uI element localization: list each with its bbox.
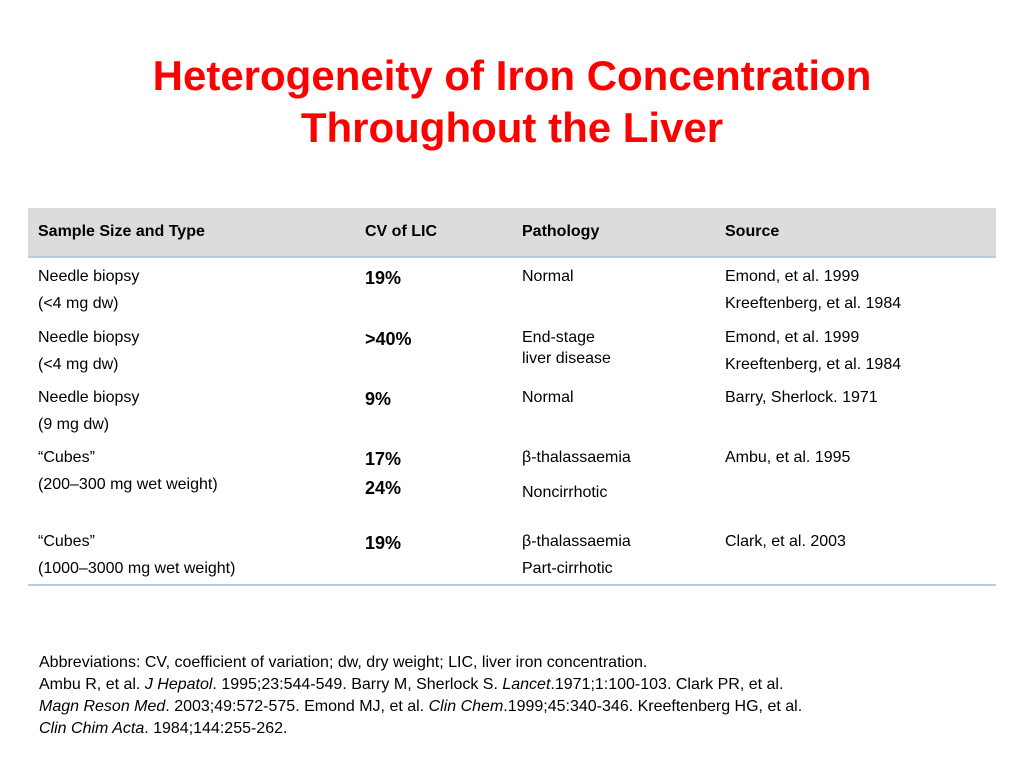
pathology-value: β-thalassaemia [522,449,631,466]
sample-size: (<4 mg dw) [38,356,119,373]
cv-cell: 19% [355,257,512,321]
source-value: Emond, et al. 1999 [725,329,860,346]
sample-size: (9 mg dw) [38,416,110,433]
source-cell: Clark, et al. 2003 [715,528,996,586]
sample-cell: Needle biopsy (<4 mg dw) [28,321,355,384]
pathology-value: Noncirrhotic [522,484,608,501]
cv-cell: 9% [355,384,512,444]
references: Ambu R, et al. J Hepatol. 1995;23:544-54… [39,674,999,740]
table-row: “Cubes” (1000–3000 mg wet weight) 19% β-… [28,528,996,586]
ref-text: . 1984;144:255-262. [144,720,288,737]
sample-type: “Cubes” [38,533,95,550]
source-value: Clark, et al. 2003 [725,533,846,550]
pathology-value: β-thalassaemia [522,533,631,550]
sample-cell: Needle biopsy (9 mg dw) [28,384,355,444]
pathology-value: Normal [522,389,574,406]
abbreviations-note: Abbreviations: CV, coefficient of variat… [39,654,648,671]
spacer [522,471,705,479]
ref-text: .1971;1:100-103. Clark PR, et al. [550,676,784,693]
table-row: “Cubes” (200–300 mg wet weight) 17% 24% … [28,444,996,528]
pathology-cell: Normal [512,384,715,444]
sample-cell: “Cubes” (200–300 mg wet weight) [28,444,355,528]
table-row: Needle biopsy (<4 mg dw) >40% End-stage … [28,321,996,384]
header-cv: CV of LIC [355,208,512,258]
ref-text: Ambu R, et al. [39,676,145,693]
sample-size: (<4 mg dw) [38,295,119,312]
source-value: Emond, et al. 1999 [725,268,860,285]
cv-value: >40% [365,329,412,349]
ref-text: . 2003;49:572-575. Emond MJ, et al. [165,698,429,715]
sample-size: (1000–3000 mg wet weight) [38,560,236,577]
table-row: Needle biopsy (<4 mg dw) 19% Normal Emon… [28,257,996,321]
source-value: Kreeftenberg, et al. 1984 [725,356,902,373]
slide-title: Heterogeneity of Iron Concentration Thro… [0,50,1024,154]
pathology-value: Part-cirrhotic [522,560,613,577]
table-row: Needle biopsy (9 mg dw) 9% Normal Barry,… [28,384,996,444]
source-cell: Ambu, et al. 1995 [715,444,996,528]
sample-cell: Needle biopsy (<4 mg dw) [28,257,355,321]
ref-text: .1999;45:340-346. Kreeftenberg HG, et al… [503,698,803,715]
sample-cell: “Cubes” (1000–3000 mg wet weight) [28,528,355,586]
source-value: Ambu, et al. 1995 [725,449,851,466]
sample-type: Needle biopsy [38,389,140,406]
header-sample: Sample Size and Type [28,208,355,258]
pathology-cell: β-thalassaemia Noncirrhotic [512,444,715,528]
sample-type: “Cubes” [38,449,95,466]
ref-text: . 1995;23:544-549. Barry M, Sherlock S. [212,676,503,693]
source-value: Barry, Sherlock. 1971 [725,389,878,406]
pathology-value: End-stage liver disease [522,324,705,369]
header-pathology: Pathology [512,208,715,258]
sample-type: Needle biopsy [38,268,140,285]
liver-iron-table: Sample Size and Type CV of LIC Pathology… [28,208,996,586]
cv-cell: 19% [355,528,512,586]
journal-name: J Hepatol [144,676,213,693]
title-line-1: Heterogeneity of Iron Concentration [152,52,872,99]
header-source: Source [715,208,996,258]
title-line-2: Throughout the Liver [300,104,724,151]
cv-value: 19% [365,533,402,553]
cv-value: 19% [365,268,402,288]
source-value: Kreeftenberg, et al. 1984 [725,295,902,312]
journal-name: Clin Chim Acta [39,720,145,737]
pathology-cell: End-stage liver disease [512,321,715,384]
pathology-line: End-stage [522,329,595,346]
cv-cell: 17% 24% [355,444,512,528]
cv-value: 9% [365,389,392,409]
source-cell: Emond, et al. 1999 Kreeftenberg, et al. … [715,257,996,321]
journal-name: Clin Chem [428,698,504,715]
table-header-row: Sample Size and Type CV of LIC Pathology… [28,208,996,258]
journal-name: Magn Reson Med [39,698,166,715]
pathology-line: liver disease [522,350,611,367]
cv-cell: >40% [355,321,512,384]
cv-value: 24% [365,478,402,498]
sample-size: (200–300 mg wet weight) [38,476,218,493]
source-cell: Emond, et al. 1999 Kreeftenberg, et al. … [715,321,996,384]
sample-type: Needle biopsy [38,329,140,346]
footnotes: Abbreviations: CV, coefficient of variat… [39,652,999,740]
pathology-cell: Normal [512,257,715,321]
journal-name: Lancet [502,676,551,693]
pathology-cell: β-thalassaemia Part-cirrhotic [512,528,715,586]
cv-value: 17% [365,449,402,469]
pathology-value: Normal [522,268,574,285]
source-cell: Barry, Sherlock. 1971 [715,384,996,444]
